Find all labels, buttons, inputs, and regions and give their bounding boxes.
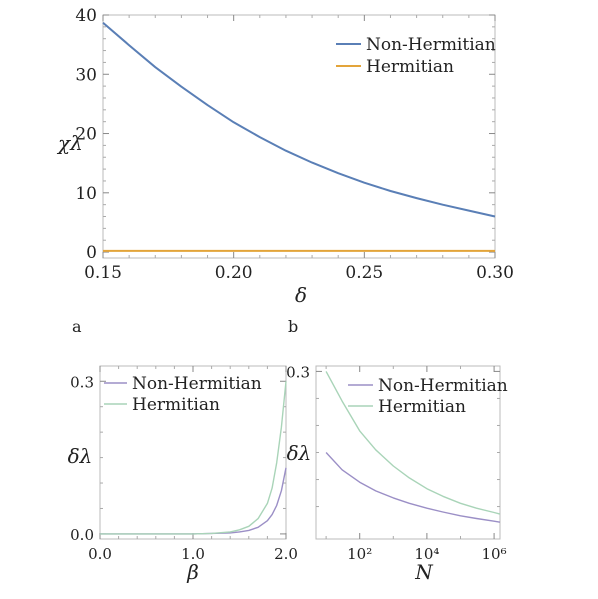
panel-b1-lines — [100, 381, 287, 535]
legend-b1-non-hermitian-label: Non-Hermitian — [132, 374, 262, 394]
legend-b2-hermitian-label: Hermitian — [378, 397, 466, 417]
panel-label-b: b — [288, 317, 298, 336]
x-tick-label: 0.30 — [476, 263, 514, 283]
series-line-non-hermitian — [325, 452, 501, 523]
panel-b1-ticks: 0.0 1.0 2.0 0.0 0.3 — [70, 366, 298, 563]
series-line-non-hermitian — [102, 21, 496, 218]
x-tick-label: 10⁴ — [414, 545, 439, 563]
x-tick-label: 10⁶ — [482, 545, 507, 563]
y-tick-label: 0 — [86, 243, 97, 263]
y-tick-label: 10 — [75, 184, 97, 204]
panel-b1-xlabel: β — [186, 560, 199, 584]
panel-b2-lines — [325, 371, 501, 523]
x-tick-label: 10² — [347, 545, 372, 563]
panel-b1-ylabel: δλ — [68, 444, 93, 468]
legend-a-hermitian-label: Hermitian — [366, 57, 454, 77]
x-tick-label: 0.15 — [84, 263, 122, 283]
x-tick-label: 0.20 — [215, 263, 253, 283]
panel-a-ticks: 0.15 0.20 0.25 0.30 0 10 20 30 40 — [75, 6, 514, 283]
x-tick-label: 0.25 — [345, 263, 383, 283]
legend-b1-hermitian-label: Hermitian — [132, 395, 220, 415]
panel-b2-ticks: 10² 10⁴ 10⁶ 0.3 — [286, 363, 506, 563]
y-tick-label: 0.3 — [70, 373, 94, 391]
y-tick-label: 40 — [75, 6, 97, 26]
x-tick-label: 0.0 — [88, 545, 112, 563]
panel-a-xlabel: δ — [295, 283, 307, 307]
x-tick-label: 1.0 — [181, 545, 205, 563]
series-line-hermitian — [100, 381, 287, 535]
panel-a-lines — [102, 21, 496, 252]
panel-b2-ylabel: δλ — [287, 441, 312, 465]
legend-b2-non-hermitian-label: Non-Hermitian — [378, 376, 508, 396]
series-line-non-hermitian — [100, 467, 287, 535]
panel-a-frame — [102, 14, 496, 259]
y-tick-label: 30 — [75, 65, 97, 85]
panel-a-ylabel: χλ — [56, 131, 83, 155]
legend-a-non-hermitian-label: Non-Hermitian — [366, 35, 496, 55]
y-tick-label: 20 — [75, 125, 97, 145]
panel-label-a: a — [72, 317, 82, 336]
panel-b2-xlabel: N — [414, 560, 434, 584]
x-tick-label: 2.0 — [274, 545, 298, 563]
y-tick-label: 0.0 — [70, 526, 94, 544]
series-line-hermitian — [325, 371, 501, 515]
y-tick-label: 0.3 — [286, 363, 310, 381]
